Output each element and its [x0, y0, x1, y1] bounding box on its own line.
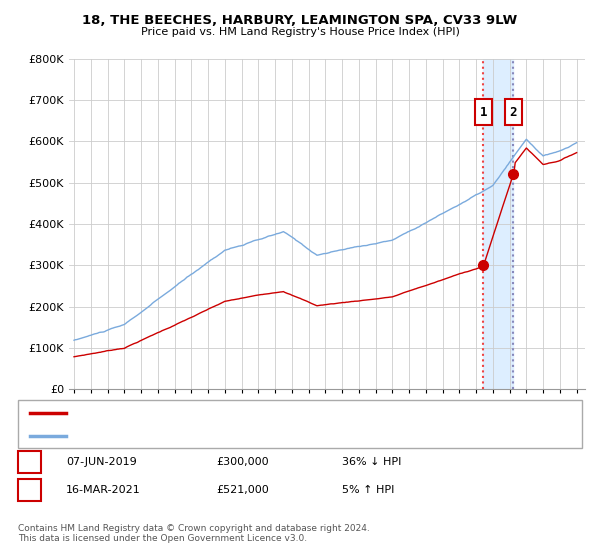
- Text: Price paid vs. HM Land Registry's House Price Index (HPI): Price paid vs. HM Land Registry's House …: [140, 27, 460, 37]
- Text: HPI: Average price, detached house, Stratford-on-Avon: HPI: Average price, detached house, Stra…: [72, 431, 358, 441]
- FancyBboxPatch shape: [475, 99, 491, 125]
- Text: 07-JUN-2019: 07-JUN-2019: [66, 457, 137, 467]
- Text: £521,000: £521,000: [216, 485, 269, 495]
- Text: Contains HM Land Registry data © Crown copyright and database right 2024.
This d: Contains HM Land Registry data © Crown c…: [18, 524, 370, 543]
- Bar: [484, 59, 513, 389]
- Text: 5% ↑ HPI: 5% ↑ HPI: [342, 485, 394, 495]
- Text: 2: 2: [26, 485, 33, 495]
- Text: 18, THE BEECHES, HARBURY, LEAMINGTON SPA, CV33 9LW: 18, THE BEECHES, HARBURY, LEAMINGTON SPA…: [82, 14, 518, 27]
- Text: 1: 1: [26, 457, 33, 467]
- Text: 2: 2: [509, 106, 517, 119]
- Text: 1: 1: [479, 106, 487, 119]
- Text: 18, THE BEECHES, HARBURY, LEAMINGTON SPA, CV33 9LW (detached house): 18, THE BEECHES, HARBURY, LEAMINGTON SPA…: [72, 408, 472, 418]
- Text: £300,000: £300,000: [216, 457, 269, 467]
- FancyBboxPatch shape: [505, 99, 521, 125]
- Text: 16-MAR-2021: 16-MAR-2021: [66, 485, 141, 495]
- Text: 36% ↓ HPI: 36% ↓ HPI: [342, 457, 401, 467]
